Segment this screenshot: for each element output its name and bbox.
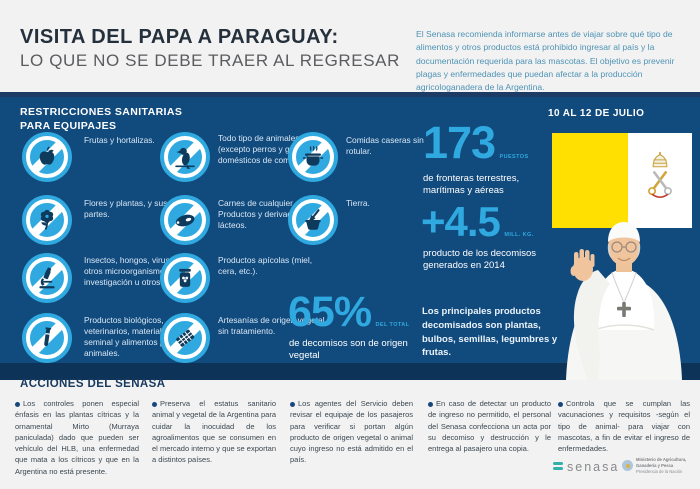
title-line-1: VISITA DEL PAPA A PARAGUAY:	[20, 26, 339, 48]
date-label: 10 AL 12 DE JULIO	[548, 108, 645, 119]
restriction-label: Productos biológicos, veterinarios, mate…	[84, 315, 177, 358]
section-title-line1: RESTRICCIONES SANITARIAS	[20, 106, 183, 118]
restriction-label: Comidas caseras sin rotular.	[346, 135, 424, 156]
restriction-label: Todo tipo de animales vivos (excepto per…	[218, 133, 321, 165]
stat-value: 65%	[288, 288, 372, 336]
action-item-4: En caso de detectar un producto de ingre…	[428, 398, 551, 454]
stat-unit: DEL TOTAL	[375, 322, 410, 328]
page-title: VISITA DEL PAPA A PARAGUAY: LO QUE NO SE…	[20, 26, 400, 71]
intro-paragraph: El Senasa recomienda informarse antes de…	[416, 29, 675, 93]
title-line-2: LO QUE NO SE DEBE TRAER AL REGRESAR	[20, 51, 400, 70]
test-tube-icon	[22, 313, 72, 363]
restriction-label: Insectos, hongos, virus y otros microorg…	[84, 255, 188, 287]
soil-icon	[288, 195, 338, 245]
restriction-label: Flores y plantas, y sus partes.	[84, 198, 168, 219]
papal-emblem-icon	[648, 151, 672, 198]
parrot-icon	[160, 132, 210, 182]
ministry-text: Ministerio de Agricultura, Ganadería y P…	[636, 457, 686, 475]
restrictions-panel: RESTRICCIONES SANITARIAS PARA EQUIPAJES …	[0, 92, 700, 380]
stat-puestos: 173 PUESTOS	[423, 120, 529, 165]
bullet-icon	[15, 401, 20, 407]
band-bottom-stripe	[0, 363, 700, 380]
stat-unit: PUESTOS	[499, 154, 529, 160]
flag-yellow-half	[552, 133, 628, 228]
restriction-label: Carnes de cualquier especie. Productos y…	[218, 198, 327, 230]
bullet-icon	[428, 401, 433, 407]
vatican-flag	[552, 133, 692, 228]
stat-unit: MILL. KG.	[504, 232, 534, 238]
meat-icon	[160, 195, 210, 245]
action-item-2: Preserva el estatus sanitario animal y v…	[152, 398, 276, 466]
action-text: Los controles ponen especial énfasis en …	[15, 399, 139, 476]
honey-jar-icon	[160, 253, 210, 303]
stat-value: 173	[423, 117, 496, 168]
argentina-emblem-icon	[622, 460, 633, 472]
bullet-icon	[152, 401, 157, 407]
section-title: RESTRICCIONES SANITARIAS PARA EQUIPAJES	[20, 105, 182, 133]
actions-title: ACCIONES DEL SENASA	[20, 378, 166, 390]
section-title-line2: PARA EQUIPAJES	[20, 120, 117, 133]
senasa-logo: senasa	[553, 458, 619, 476]
flower-icon	[22, 195, 72, 245]
bullet-icon	[558, 401, 563, 407]
pope-francis-photo	[566, 222, 682, 380]
stat-porcentaje: 65% DEL TOTAL	[288, 291, 410, 334]
senasa-logo-icon	[553, 461, 563, 472]
apple-icon	[22, 132, 72, 182]
ministry-line-2: Ganadería y Pesca	[636, 462, 674, 468]
action-item-1: Los controles ponen especial énfasis en …	[15, 398, 139, 477]
action-item-3: Los agentes del Servicio deben revisar e…	[290, 398, 413, 466]
basket-icon	[160, 313, 210, 363]
action-text: En caso de detectar un producto de ingre…	[428, 399, 551, 453]
restriction-label: Frutas y hortalizas.	[84, 135, 155, 145]
ministry-line-3: Presidencia de la Nación	[636, 468, 683, 474]
action-item-5: Controla que se cumplan las vacunaciones…	[558, 398, 690, 454]
highlight-text: Los principales productos decomisados so…	[422, 306, 558, 359]
restriction-label: Productos apícolas (miel, cera, etc.).	[218, 255, 313, 276]
action-text: Los agentes del Servicio deben revisar e…	[290, 399, 413, 465]
bullet-icon	[290, 401, 295, 407]
restriction-label: Tierra.	[346, 198, 370, 208]
microscope-icon	[22, 253, 72, 303]
senasa-wordmark: senasa	[567, 460, 620, 474]
ministry-logo: Ministerio de Agricultura, Ganadería y P…	[622, 457, 686, 475]
action-text: Preserva el estatus sanitario animal y v…	[152, 399, 276, 465]
stat-value: +4.5	[421, 198, 501, 245]
ministry-line-1: Ministerio de Agricultura,	[636, 457, 687, 462]
stat-caption: de decomisos son de origen vegetal	[289, 338, 408, 362]
stat-kilos: +4.5 MILL. KG.	[421, 201, 534, 243]
action-text: Controla que se cumplan las vacunaciones…	[558, 399, 690, 453]
stat-caption: producto de los decomisos generados en 2…	[423, 248, 537, 272]
restriction-label: Artesanías de origen vegetal sin tratami…	[218, 315, 325, 336]
stat-caption: de fronteras terrestres, marítimas y aér…	[423, 173, 520, 197]
pot-icon	[288, 132, 338, 182]
